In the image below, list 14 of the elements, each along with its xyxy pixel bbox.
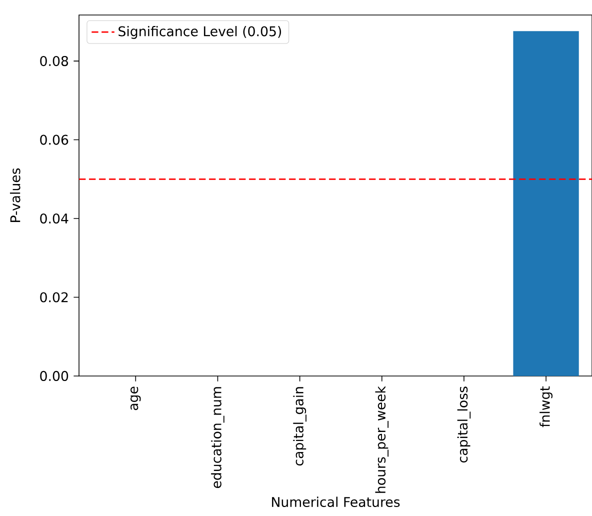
x-axis-title: Numerical Features [272, 496, 400, 508]
y-tick-label: 0.08 [40, 56, 68, 66]
x-tick-label: age [130, 386, 141, 410]
y-tick-label: 0.04 [40, 213, 68, 224]
x-tick-label: fnlwgt [540, 386, 552, 428]
y-tick-label: 0.00 [40, 370, 68, 382]
legend-label: Significance Level (0.05) [118, 26, 282, 39]
x-tick-label: education_num [211, 387, 224, 488]
x-tick-label: hours_per_week [375, 386, 389, 493]
x-tick-label: capital_loss [457, 386, 471, 462]
y-tick-label: 0.02 [40, 292, 68, 302]
y-tick-label: 0.06 [40, 134, 68, 145]
y-axis-title: P-values [10, 168, 20, 222]
x-tick-label: capital_gain [293, 387, 306, 466]
